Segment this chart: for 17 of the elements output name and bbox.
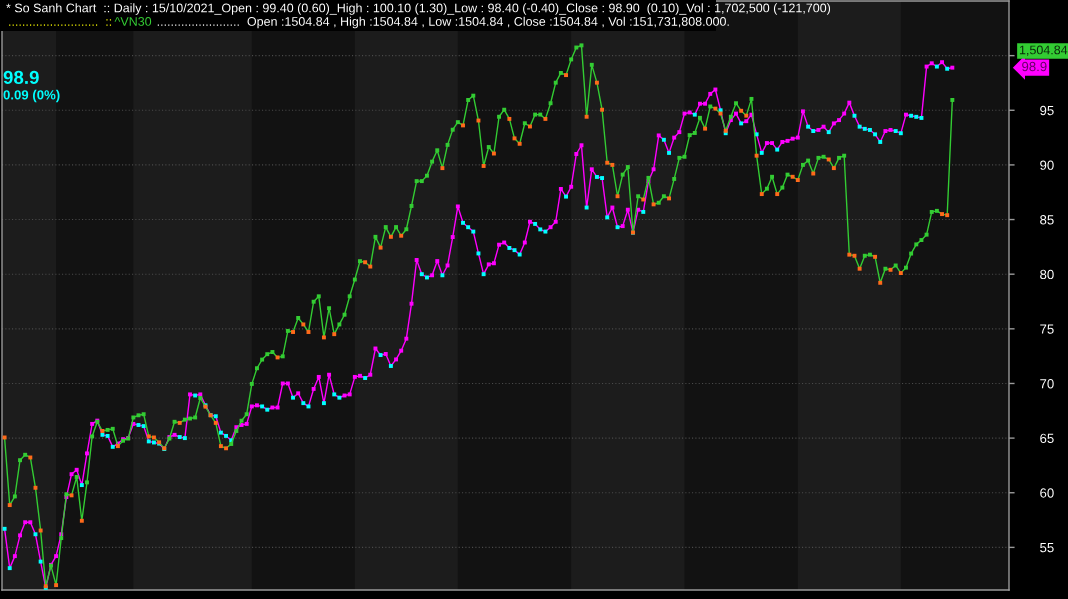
y-tick-label: 80 xyxy=(1040,269,1054,280)
y-tick-label: 70 xyxy=(1040,379,1054,389)
y-tick-label: 90 xyxy=(1040,160,1054,170)
annotation: .......................... :: xyxy=(9,19,112,26)
y-tick-label: 65 xyxy=(1040,433,1054,444)
chart-subtitle: ........................ Open :1504.84 , High :1504.84 , Low :1504.84 , Close :1504.84 , Vol :151,731,808.000. xyxy=(157,16,729,29)
annotation: 0.09 (0%) xyxy=(3,89,60,103)
text: 98.9 xyxy=(1022,61,1047,72)
text: 1,504.84 xyxy=(1019,45,1068,56)
annotation: 98.9 xyxy=(3,70,39,85)
y-tick-label: 60 xyxy=(1040,488,1054,498)
chart-title: * So Sanh Chart :: Daily : 15/10/2021_Open : 99.40 (0.60)_High : 100.10 (1.30)_Low : 98.40 (-0.40)_Close : 98.90 (0.10)_Vol : 1,702,500 (-121,700) xyxy=(6,3,831,15)
y-tick-label: 85 xyxy=(1040,215,1054,225)
y-tick-label: 75 xyxy=(1040,324,1054,334)
y-tick-label: 55 xyxy=(1040,543,1054,553)
y-tick-label: 95 xyxy=(1040,105,1054,116)
text: ^VN30 xyxy=(114,17,152,26)
